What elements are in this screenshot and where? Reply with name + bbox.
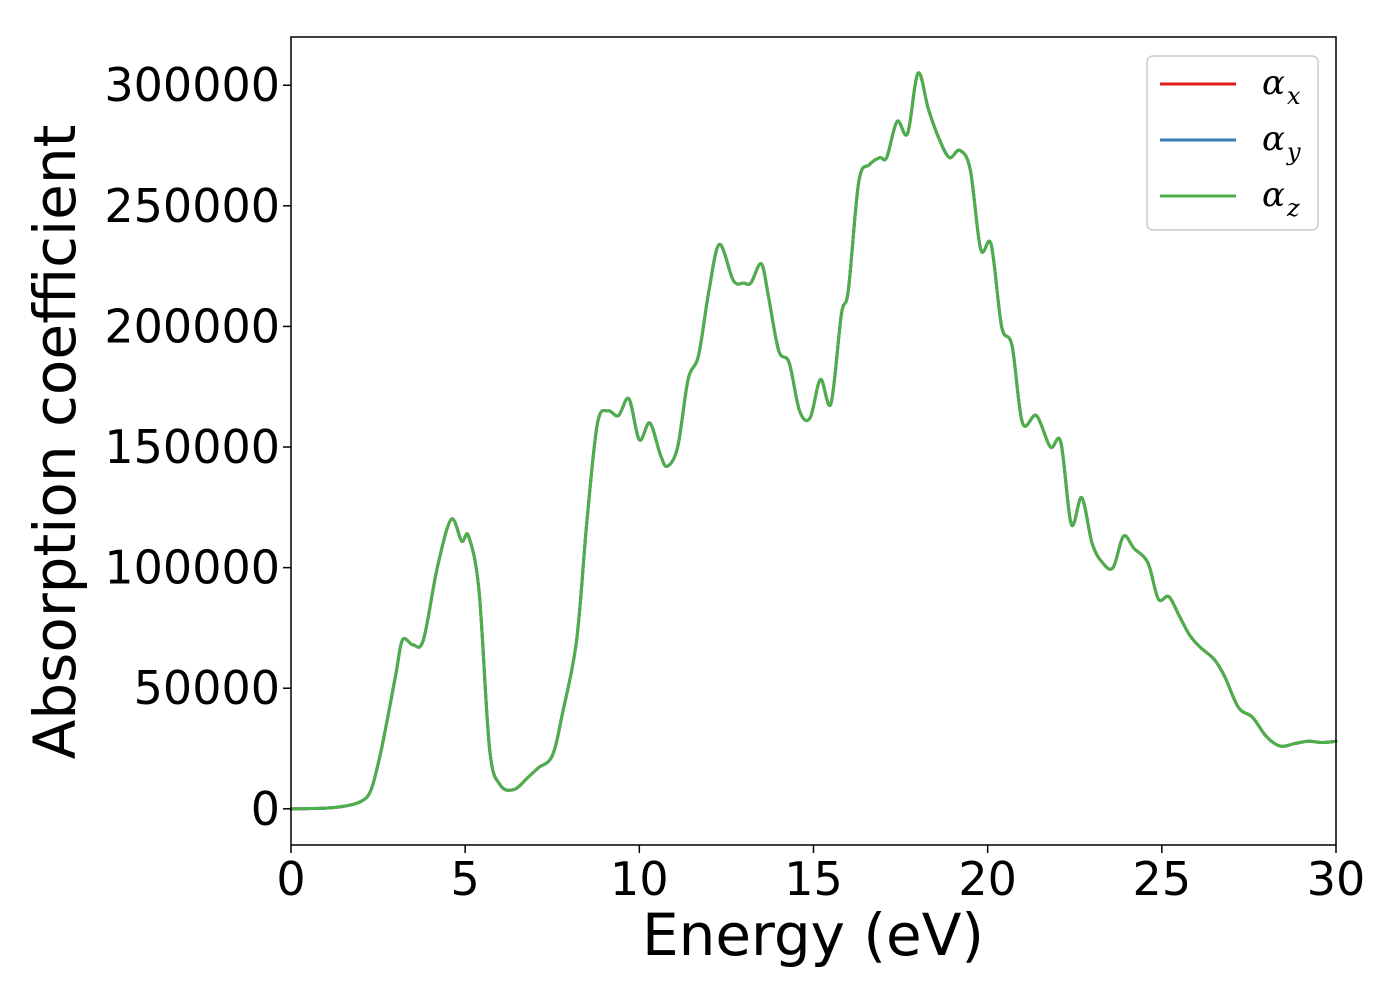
x-tick-label: 15 — [784, 852, 843, 906]
y-axis-title: Absorption coefficient — [21, 125, 89, 760]
y-tick-label: 200000 — [104, 299, 280, 353]
x-tick-label: 30 — [1307, 852, 1366, 906]
y-tick-label: 150000 — [104, 420, 280, 474]
x-tick-label: 0 — [276, 852, 305, 906]
legend-label-main: α — [1262, 175, 1285, 215]
plot-frame — [290, 36, 1337, 846]
legend-label: αx — [1262, 63, 1301, 110]
legend-label: αy — [1262, 119, 1301, 166]
series-line-z — [289, 71, 1338, 811]
x-tick-label: 20 — [958, 852, 1017, 906]
legend-label-subscript: x — [1287, 82, 1301, 110]
y-tick-label: 300000 — [104, 58, 280, 112]
x-tick-label: 5 — [451, 852, 480, 906]
y-tick-label: 250000 — [104, 179, 280, 233]
y-tick-label: 100000 — [104, 541, 280, 595]
legend-label-main: α — [1262, 63, 1285, 103]
legend-item-z: αz — [1160, 175, 1300, 222]
y-tick-label: 0 — [251, 782, 280, 836]
x-ticks-layer: 0 5 10 15 20 25 30 — [276, 845, 1365, 906]
x-tick-label: 25 — [1133, 852, 1192, 906]
series-lines-layer — [289, 71, 1338, 811]
x-tick-label: 10 — [610, 852, 669, 906]
legend-label: αz — [1262, 175, 1300, 222]
legend-label-subscript: z — [1286, 194, 1300, 222]
legend-label-subscript: y — [1286, 138, 1301, 166]
legend-item-x: αx — [1160, 63, 1301, 110]
y-ticks-layer: 0 50000 100000 150000 200000 250000 300000 — [104, 58, 291, 836]
legend-box — [1146, 55, 1319, 231]
y-tick-label: 50000 — [134, 661, 280, 715]
legend-label-main: α — [1262, 119, 1285, 159]
legend-item-y: αy — [1160, 119, 1301, 166]
x-axis-title: Energy (eV) — [642, 901, 984, 969]
